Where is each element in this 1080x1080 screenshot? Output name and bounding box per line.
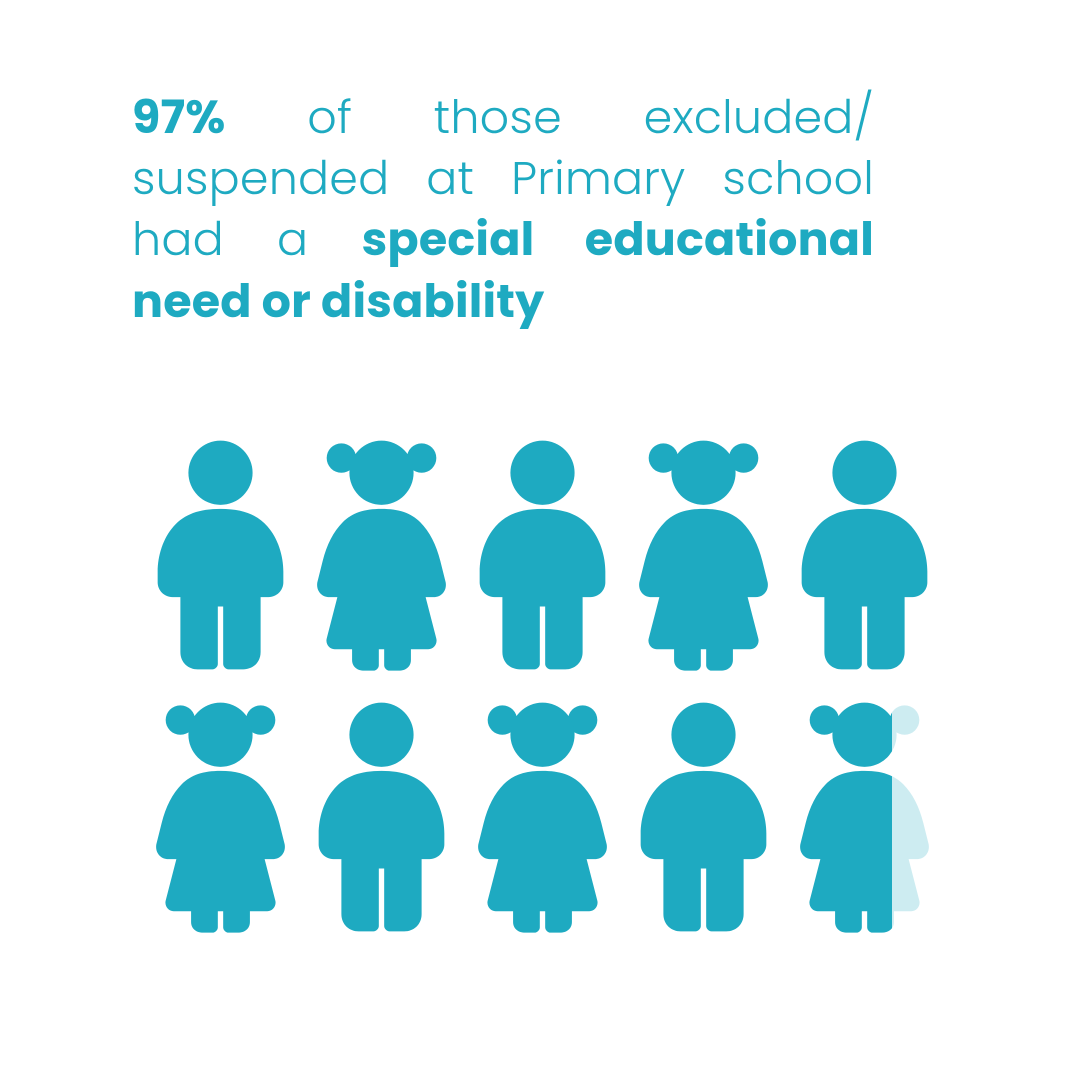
headline-text: 97% of those excluded/ suspended at Prim… (132, 88, 874, 333)
boy-icon (475, 438, 610, 672)
boy-icon (153, 438, 288, 672)
people-pictogram (153, 438, 933, 934)
girl-icon (636, 438, 771, 672)
stat-value: 97% (132, 86, 226, 150)
girl-icon (314, 438, 449, 672)
boy-icon (636, 700, 771, 934)
boy-icon (314, 700, 449, 934)
girl-icon (475, 700, 610, 934)
boy-icon (797, 438, 932, 672)
faded-overlay (892, 700, 933, 934)
girl-icon (153, 700, 288, 934)
girl-icon (797, 700, 932, 934)
